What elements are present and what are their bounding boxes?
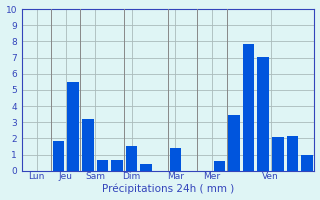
Bar (272, 137, 284, 171)
Bar (287, 136, 298, 171)
Bar (140, 164, 152, 171)
Bar (213, 161, 225, 171)
Bar (126, 146, 138, 171)
Bar (97, 160, 108, 171)
Bar (111, 160, 123, 171)
Bar (228, 115, 240, 171)
Bar (52, 141, 64, 171)
Bar (301, 155, 313, 171)
Bar (243, 44, 254, 171)
Bar (82, 119, 93, 171)
X-axis label: Précipitations 24h ( mm ): Précipitations 24h ( mm ) (102, 184, 234, 194)
Bar (170, 148, 181, 171)
Bar (67, 82, 79, 171)
Bar (257, 57, 269, 171)
